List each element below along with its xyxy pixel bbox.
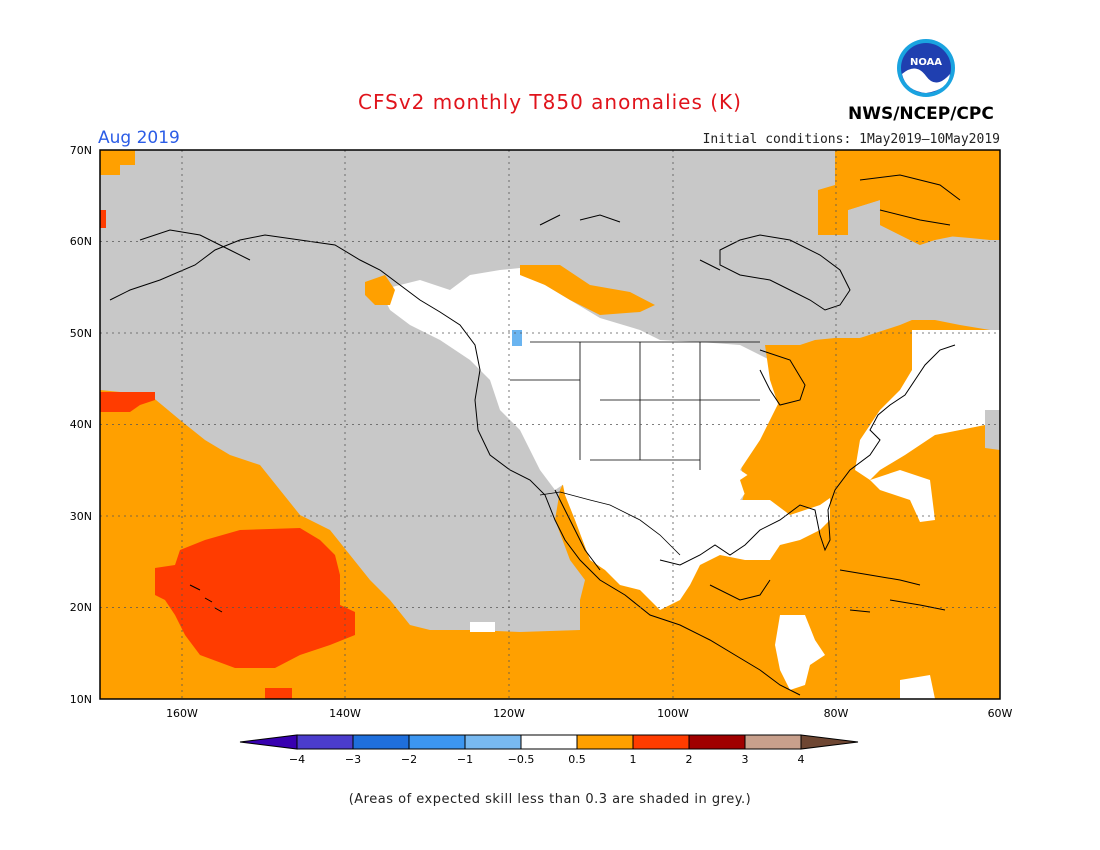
- colorbar-bin-9: [744, 734, 802, 750]
- cb-tick-1: 1: [630, 753, 637, 766]
- orange-alaska-corner: [100, 150, 135, 175]
- lat-label-60n: 60N: [70, 235, 92, 248]
- skill-footnote: (Areas of expected skill less than 0.3 a…: [348, 792, 752, 807]
- orange-canada-band: [520, 265, 655, 315]
- colorbar-bin-3: [408, 734, 466, 750]
- cb-tick-4: 4: [798, 753, 805, 766]
- cb-tick-neg3: −3: [345, 753, 361, 766]
- colorbar-bin-5: [520, 734, 578, 750]
- lon-label-160w: 160W: [166, 707, 198, 720]
- lon-label-100w: 100W: [657, 707, 689, 720]
- lon-axis: 160W 140W 120W 100W 80W 60W: [166, 707, 1012, 720]
- orange-north-canada: [818, 150, 990, 245]
- lon-label-60w: 60W: [988, 707, 1013, 720]
- cb-tick-05: 0.5: [568, 753, 586, 766]
- white-baja-patch: [470, 622, 495, 632]
- coastlines: [109, 174, 961, 696]
- organization-label: NWS/NCEP/CPC: [848, 104, 994, 124]
- cb-tick-neg4: −4: [289, 753, 305, 766]
- grey-ne-strip: [985, 410, 1000, 450]
- blue-small-patch: [512, 330, 522, 346]
- lon-label-120w: 120W: [493, 707, 525, 720]
- red-hawaii-region: [155, 528, 355, 668]
- lat-axis: 70N 60N 50N 40N 30N 20N 10N: [70, 144, 92, 706]
- red-edge-patch: [100, 210, 106, 228]
- cb-tick-2: 2: [686, 753, 693, 766]
- cb-tick-neg1: −1: [457, 753, 473, 766]
- initial-conditions: Initial conditions: 1May2019–10May2019: [702, 132, 1000, 147]
- political-borders: [510, 341, 760, 556]
- colorbar-high-arrow: [800, 734, 859, 750]
- map-title: CFSv2 monthly T850 anomalies (K): [358, 90, 742, 114]
- colorbar-bin-1: [296, 734, 354, 750]
- gridlines: [100, 150, 1000, 699]
- lat-label-20n: 20N: [70, 601, 92, 614]
- lon-label-140w: 140W: [329, 707, 361, 720]
- white-neutral-region: [380, 268, 830, 610]
- white-atlantic-patch: [870, 470, 935, 522]
- colorbar-bin-4: [464, 734, 522, 750]
- red-patch-west: [100, 392, 155, 412]
- svg-text:NOAA: NOAA: [910, 57, 942, 68]
- cb-tick-neg05: −0.5: [508, 753, 535, 766]
- lat-label-40n: 40N: [70, 418, 92, 431]
- colorbar: [239, 734, 859, 750]
- noaa-logo: NOAA: [897, 39, 955, 97]
- orange-bc-patch: [365, 275, 395, 305]
- lat-label-70n: 70N: [70, 144, 92, 157]
- colorbar-bin-7: [632, 734, 690, 750]
- lon-label-80w: 80W: [824, 707, 849, 720]
- red-patch-south: [265, 688, 292, 699]
- lat-label-30n: 30N: [70, 510, 92, 523]
- lat-label-10n: 10N: [70, 693, 92, 706]
- lat-label-50n: 50N: [70, 327, 92, 340]
- cb-tick-neg2: −2: [401, 753, 417, 766]
- white-caribbean-patch: [775, 615, 825, 690]
- colorbar-ticks: −4 −3 −2 −1 −0.5 0.5 1 2 3 4: [289, 753, 805, 766]
- forecast-month: Aug 2019: [98, 128, 180, 148]
- cb-tick-3: 3: [742, 753, 749, 766]
- colorbar-low-arrow: [239, 734, 298, 750]
- white-ne-coast: [855, 330, 1000, 480]
- colorbar-bin-2: [352, 734, 410, 750]
- map-frame: [99, 149, 1001, 700]
- colorbar-bin-8: [688, 734, 746, 750]
- white-yucatan-patch: [900, 675, 935, 699]
- colorbar-bin-6: [576, 734, 634, 750]
- orange-east-us: [740, 320, 915, 505]
